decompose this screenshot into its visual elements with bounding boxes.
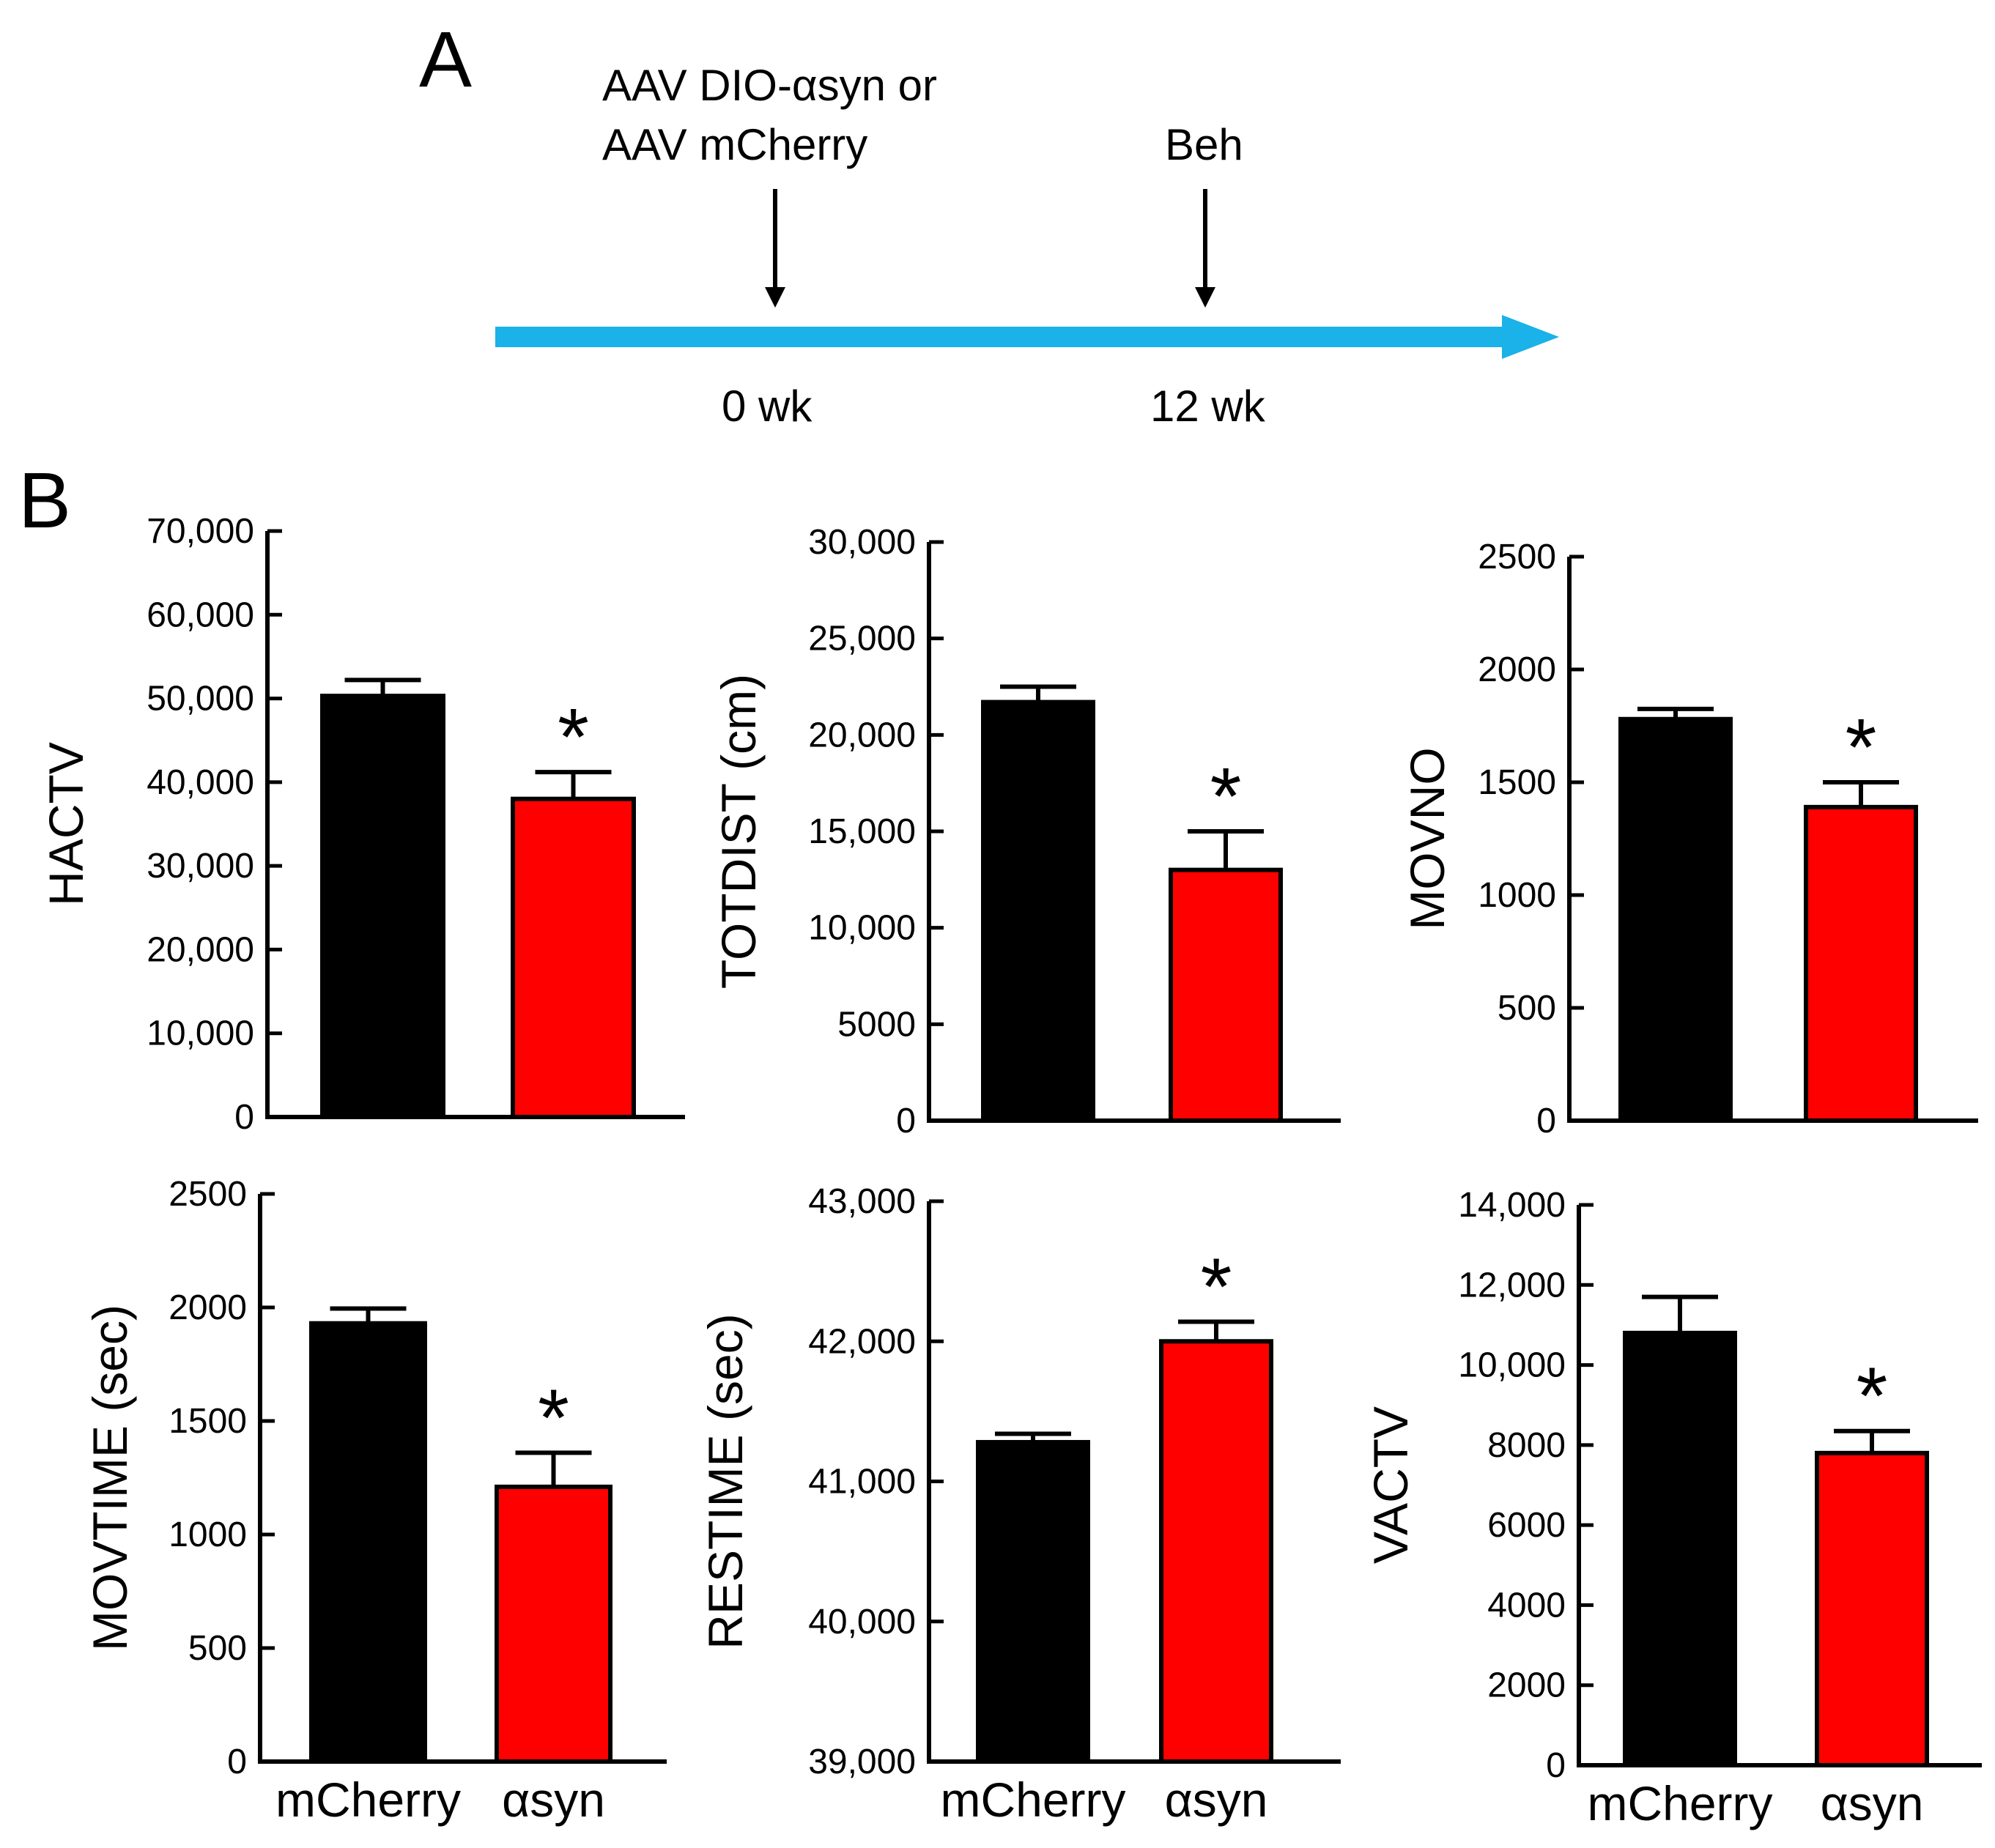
y-tick-label: 30,000 [147,847,254,886]
y-tick-label: 1000 [169,1515,247,1554]
y-tick-label: 25,000 [808,620,916,658]
panel-label-a: A [419,15,472,103]
bar-mcherry [1623,1330,1737,1768]
y-tick-label: 2000 [1478,650,1556,689]
timeline-arrow [495,315,1559,359]
x-category-label: mCherry [940,1773,1125,1827]
injection-label-line1: AAV DIO-αsyn or [602,61,937,110]
y-tick-label: 2000 [169,1288,247,1327]
behavior-arrow-icon [1195,189,1215,308]
y-tick-label: 40,000 [147,763,254,802]
y-tick-label: 1500 [169,1402,247,1441]
y-tick-label: 1000 [1478,876,1556,915]
chart-movno: 0 500 1000 1500 2000 2500 MOVNO * [1400,538,1978,1140]
significance-star: * [558,692,589,782]
y-tick-label: 20,000 [808,716,916,754]
y-tick-label: 4000 [1487,1586,1566,1625]
y-tick-label: 10,000 [808,909,916,948]
y-axis-title: TOTDIST (cm) [711,674,766,989]
panel-b-charts: 0 10,000 20,000 30,000 40,000 50,000 60,000 70,… [39,512,1982,1830]
bar-mcherry [976,1439,1090,1764]
y-tick-label: 43,000 [808,1182,916,1221]
bar-asyn [1169,867,1283,1123]
significance-star: * [1857,1351,1888,1441]
y-axis-title: MOVTIME (sec) [83,1305,137,1651]
significance-star: * [538,1373,569,1463]
y-tick-label: 500 [1498,989,1556,1028]
y-tick-label: 5000 [837,1005,916,1044]
chart-totdist: 0 5000 10,000 15,000 20,000 25,000 30,000 TOTDI… [711,523,1341,1140]
y-tick-label: 10,000 [147,1014,254,1053]
end-week-label: 12 wk [1150,382,1266,431]
chart-hactv: 0 10,000 20,000 30,000 40,000 50,000 60,000 70,… [39,512,685,1137]
y-tick-label: 6000 [1487,1506,1566,1545]
y-tick-label: 70,000 [147,512,254,551]
y-axis-title: HACTV [39,742,93,906]
chart-restime: 39,000 40,000 41,000 42,000 43,000 RESTIME (s… [698,1182,1341,1827]
chart-movtime: 0 500 1000 1500 2000 2500 MOVTIME (sec) mCherry… [83,1175,667,1827]
x-category-label: mCherry [275,1773,461,1827]
y-tick-label: 10,000 [1458,1346,1566,1385]
y-axis-title: MOVNO [1400,747,1454,929]
y-tick-label: 2500 [1478,538,1556,576]
x-category-label: mCherry [1587,1776,1772,1830]
y-tick-label: 20,000 [147,930,254,969]
y-tick-label: 50,000 [147,680,254,719]
significance-star: * [1210,752,1242,842]
panel-a: A AAV DIO-αsyn or AAV mCherry Beh 0 wk 1… [419,15,1559,431]
bar-mcherry [320,694,445,1119]
y-tick-label: 12,000 [1458,1266,1566,1305]
x-category-label: αsyn [502,1773,605,1827]
y-tick-label: 0 [1546,1746,1566,1785]
y-tick-label: 60,000 [147,595,254,634]
y-tick-label: 0 [1536,1102,1556,1140]
y-tick-label: 1500 [1478,763,1556,802]
chart-vactv: 0 2000 4000 6000 8000 10,000 12,000 14,000 VACTV… [1363,1186,1982,1830]
y-tick-label: 2000 [1487,1666,1566,1705]
y-tick-label: 0 [227,1743,247,1781]
y-tick-label: 0 [234,1098,254,1137]
bar-asyn [1159,1339,1273,1764]
y-tick-label: 15,000 [808,812,916,851]
y-tick-label: 2500 [169,1175,247,1214]
y-tick-label: 41,000 [808,1463,916,1502]
bar-asyn [1815,1450,1929,1768]
y-tick-label: 42,000 [808,1322,916,1361]
bar-asyn [1804,804,1918,1123]
bar-mcherry [1618,716,1733,1123]
bar-mcherry [309,1321,427,1764]
y-tick-label: 500 [188,1629,247,1668]
bar-asyn [495,1484,612,1764]
bar-mcherry [981,700,1095,1123]
bar-asyn [511,796,636,1119]
panel-label-b: B [18,456,71,544]
significance-star: * [1846,702,1877,793]
injection-arrow-icon [765,189,785,308]
y-tick-label: 39,000 [808,1743,916,1781]
behavior-label: Beh [1165,120,1243,169]
y-tick-label: 40,000 [808,1603,916,1641]
y-tick-label: 8000 [1487,1426,1566,1465]
y-axis-title: VACTV [1363,1406,1418,1564]
significance-star: * [1201,1242,1232,1332]
x-category-label: αsyn [1821,1776,1924,1830]
y-tick-label: 14,000 [1458,1186,1566,1225]
y-tick-label: 30,000 [808,523,916,562]
y-tick-label: 0 [896,1102,916,1140]
start-week-label: 0 wk [722,382,813,431]
y-axis-title: RESTIME (sec) [698,1313,752,1649]
injection-label-line2: AAV mCherry [602,120,867,169]
x-category-label: αsyn [1165,1773,1268,1827]
